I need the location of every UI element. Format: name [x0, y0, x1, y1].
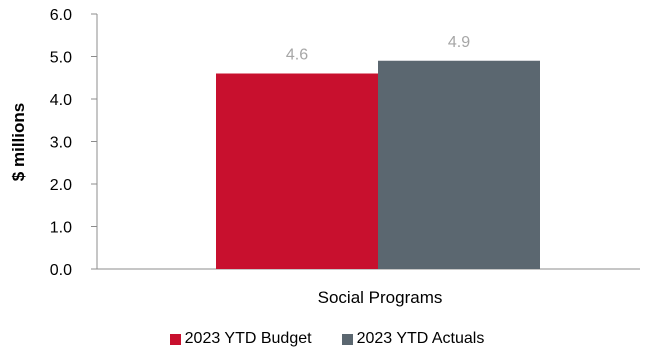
legend-swatch-actuals [341, 333, 353, 345]
data-label-budget: 4.6 [286, 47, 308, 64]
legend-label-budget: 2023 YTD Budget [184, 330, 312, 347]
legend: 2023 YTD Budget 2023 YTD Actuals [0, 330, 654, 348]
y-tick-label: 4.0 [50, 92, 72, 109]
legend-item-budget: 2023 YTD Budget [169, 330, 312, 348]
legend-label-actuals: 2023 YTD Actuals [356, 330, 485, 347]
bar-actuals [378, 60, 540, 269]
y-tick-label: 3.0 [50, 135, 72, 152]
legend-item-actuals: 2023 YTD Actuals [341, 330, 485, 348]
legend-swatch-budget [169, 333, 181, 345]
bar-chart: $ millions Social Programs 0.0 1.0 2.0 3.0 4… [9, 7, 640, 307]
data-label-actuals: 4.9 [448, 34, 470, 51]
category-label: Social Programs [318, 288, 443, 307]
y-axis-title: $ millions [9, 103, 28, 181]
y-tick-label: 2.0 [50, 177, 72, 194]
y-tick-label: 1.0 [50, 220, 72, 237]
y-tick-label: 6.0 [50, 7, 72, 24]
y-tick-label: 0.0 [50, 262, 72, 279]
y-tick-label: 5.0 [50, 50, 72, 67]
bar-budget [216, 73, 378, 269]
